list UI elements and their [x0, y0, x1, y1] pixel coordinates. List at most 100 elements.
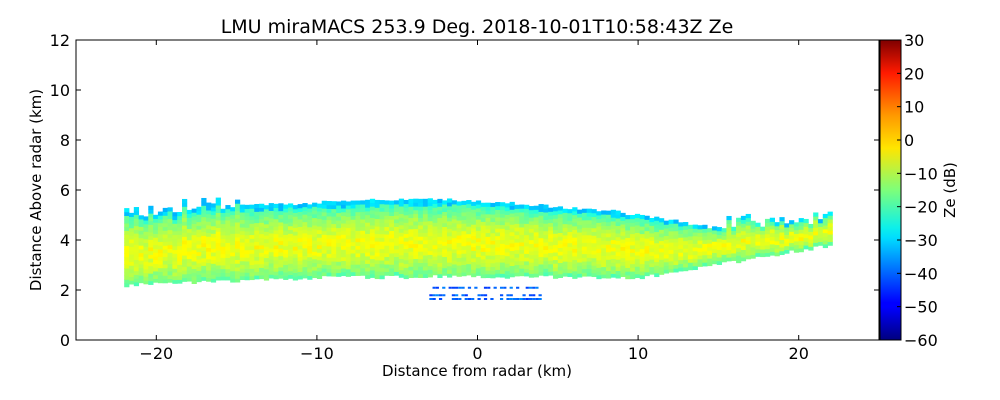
ze-cell	[153, 278, 159, 283]
ze-cell	[321, 245, 327, 250]
ze-cell	[225, 231, 231, 236]
ze-cell	[360, 267, 366, 273]
ze-cell	[283, 260, 289, 265]
ze-cell	[138, 226, 144, 231]
ze-cell	[514, 223, 520, 228]
ze-cell	[764, 222, 771, 227]
ze-cell	[408, 240, 414, 245]
ze-cell	[437, 202, 443, 207]
ze-cell	[499, 202, 506, 207]
ze-cell	[340, 211, 347, 217]
ze-cell	[634, 251, 641, 256]
ze-cell	[615, 236, 621, 242]
ze-cell	[750, 232, 756, 237]
ze-cell	[721, 258, 727, 263]
ze-cell	[475, 260, 482, 265]
ze-cell	[658, 225, 665, 230]
ze-cell	[365, 256, 371, 261]
ze-cell	[557, 206, 564, 211]
ze-cell	[437, 232, 443, 237]
ze-cell	[268, 229, 274, 234]
y-axis-label: Distance Above radar (km)	[27, 89, 45, 291]
ze-cell	[543, 215, 549, 220]
ze-cell	[393, 215, 400, 220]
ze-cell	[283, 215, 289, 220]
ze-cell	[422, 213, 429, 218]
ze-cell	[687, 262, 694, 267]
ze-cell	[162, 226, 168, 231]
ze-cell	[143, 250, 149, 255]
ze-cell	[779, 235, 785, 241]
ze-cell	[124, 223, 130, 228]
ze-cell	[750, 247, 756, 252]
ze-cell	[340, 219, 347, 224]
ze-cell	[234, 267, 241, 272]
ze-cell	[601, 255, 607, 260]
ze-cell	[283, 234, 289, 239]
x-tick-label: −20	[139, 344, 173, 363]
ze-cell	[292, 235, 299, 240]
ze-cell	[442, 211, 448, 216]
ze-cell	[577, 250, 583, 256]
ze-cell	[673, 260, 679, 265]
ze-cell	[504, 229, 511, 234]
ze-cell	[287, 203, 294, 208]
ze-cell	[442, 200, 448, 205]
ze-cell	[504, 225, 511, 230]
ze-cell	[365, 233, 371, 238]
ze-cell	[186, 277, 193, 282]
ze-cell	[485, 240, 491, 245]
ze-cell	[822, 232, 829, 237]
ze-cell	[480, 251, 486, 256]
ze-cell	[490, 221, 496, 226]
ze-cell	[471, 265, 477, 270]
ze-cell	[336, 208, 342, 214]
ze-cell	[220, 253, 226, 258]
ze-cell	[230, 270, 236, 276]
ze-cell	[654, 257, 660, 263]
ze-cell	[129, 239, 135, 244]
ze-cell	[138, 245, 144, 250]
ze-cell	[769, 225, 776, 230]
ze-cell	[793, 222, 800, 227]
ze-cell	[822, 236, 829, 241]
ze-cell	[514, 212, 520, 217]
ze-cell	[210, 218, 217, 223]
ze-cell	[499, 243, 506, 248]
ze-cell	[148, 254, 154, 259]
ze-cell	[384, 200, 390, 205]
ze-cell	[692, 243, 698, 248]
ze-cell	[153, 222, 159, 227]
ze-cell	[302, 229, 308, 234]
ze-cell	[552, 240, 559, 246]
ze-cell	[350, 256, 356, 261]
ze-cell	[292, 268, 299, 273]
ze-cell	[586, 223, 592, 228]
y-tick-label: 0	[60, 331, 70, 350]
ze-cell	[384, 237, 390, 243]
ze-cell	[124, 245, 130, 250]
ze-cell	[451, 219, 458, 224]
ze-cell	[148, 239, 154, 244]
ze-cell	[239, 238, 246, 243]
ze-cell	[437, 247, 443, 252]
ze-cell	[133, 274, 140, 279]
ze-cell	[307, 241, 313, 247]
ze-cell	[254, 256, 260, 261]
ze-cell	[490, 240, 496, 245]
ze-cell	[760, 252, 766, 258]
ze-cell	[389, 219, 395, 224]
ze-cell	[750, 254, 756, 259]
ze-cell	[827, 230, 833, 235]
ze-cell	[480, 255, 486, 260]
ze-cell	[760, 245, 766, 250]
ze-cell	[485, 217, 491, 222]
ze-cell	[562, 272, 568, 277]
ze-cell	[124, 264, 130, 269]
ze-cell	[393, 222, 400, 227]
ze-cell	[302, 225, 308, 230]
ze-cell	[466, 226, 472, 231]
ze-cell	[182, 247, 188, 252]
ze-cell	[466, 267, 472, 272]
ze-cell	[408, 266, 414, 271]
